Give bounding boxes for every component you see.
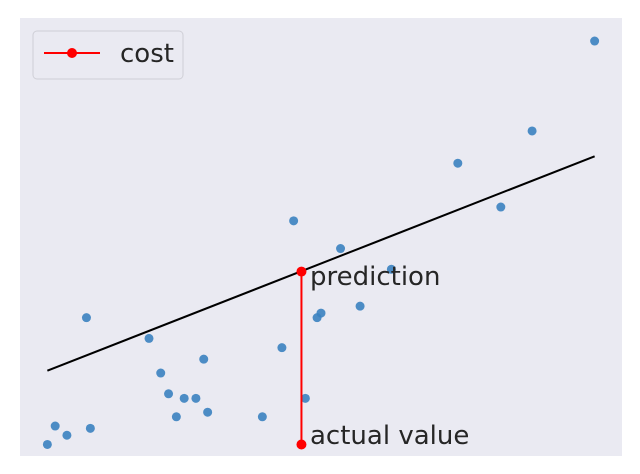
- data-point: [42, 439, 52, 449]
- data-point: [527, 126, 537, 136]
- data-point: [50, 421, 60, 431]
- data-point: [156, 368, 166, 378]
- prediction-label: prediction: [310, 262, 440, 292]
- data-point: [199, 354, 209, 364]
- legend: cost: [32, 30, 184, 80]
- plot-background: [20, 18, 622, 456]
- data-point: [203, 407, 213, 417]
- actual-value-marker: [296, 439, 307, 450]
- data-point: [386, 264, 396, 274]
- data-point: [300, 393, 310, 403]
- data-point: [144, 333, 154, 343]
- legend-cost-marker: [67, 48, 77, 58]
- prediction-marker: [296, 266, 307, 277]
- data-point: [62, 430, 72, 440]
- data-point: [191, 393, 201, 403]
- data-point: [590, 36, 600, 46]
- data-point: [312, 313, 322, 323]
- data-point: [336, 244, 346, 254]
- actual-value-label: actual value: [310, 421, 469, 451]
- data-point: [289, 216, 299, 226]
- data-point: [171, 412, 181, 422]
- data-point: [257, 412, 267, 422]
- data-point: [453, 158, 463, 168]
- data-point: [85, 423, 95, 433]
- data-point: [81, 313, 91, 323]
- regression-line: [46, 155, 596, 372]
- data-point: [355, 301, 365, 311]
- data-point: [496, 202, 506, 212]
- data-point: [164, 389, 174, 399]
- data-point: [179, 393, 189, 403]
- legend-cost-label: cost: [120, 39, 174, 69]
- data-point: [277, 343, 287, 353]
- legend-box: [32, 30, 184, 80]
